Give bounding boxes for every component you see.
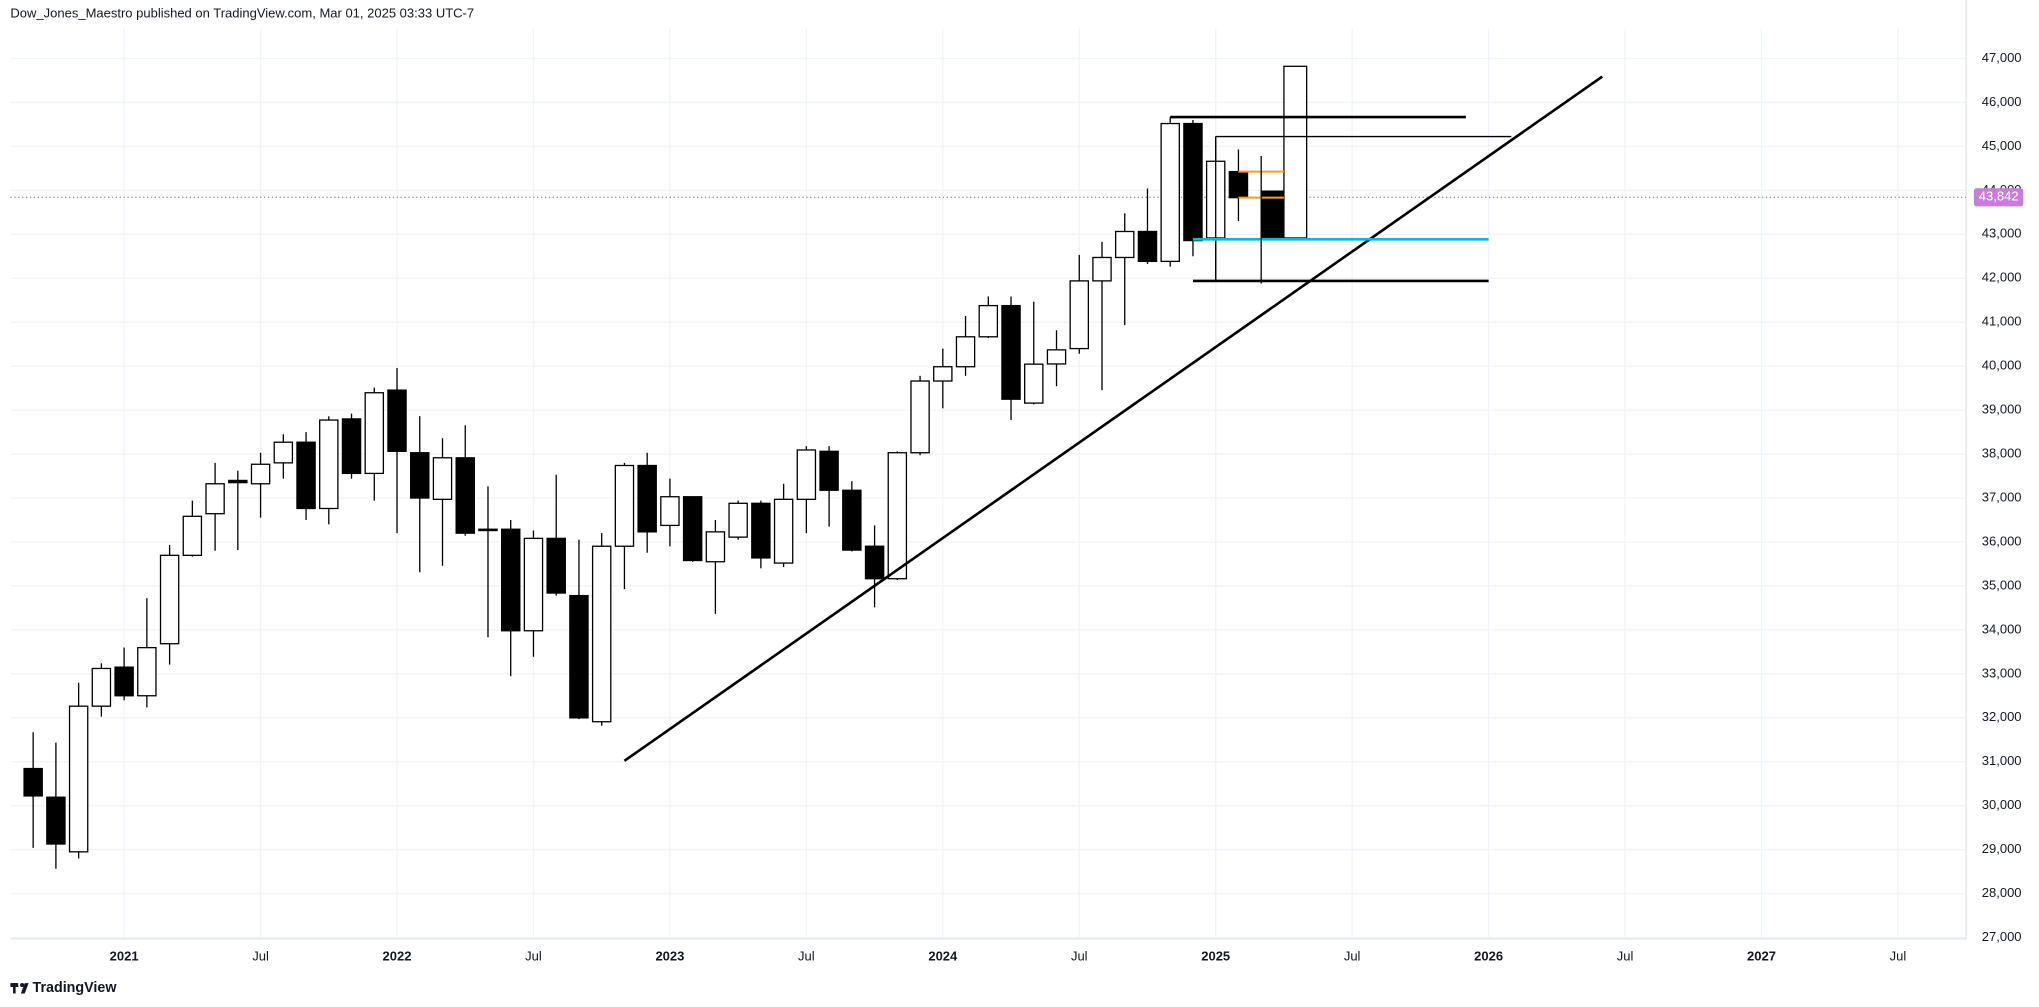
candle-body xyxy=(68,705,89,853)
candle-body xyxy=(410,452,430,499)
y-tick-label: 32,000 xyxy=(1982,709,2022,724)
candle-body xyxy=(159,554,180,645)
candle-body xyxy=(296,441,316,510)
y-tick-label: 40,000 xyxy=(1982,358,2022,373)
candle-body xyxy=(1046,349,1067,365)
x-tick-label: 2027 xyxy=(1747,949,1776,964)
candle-body xyxy=(728,502,748,538)
candle-body xyxy=(591,545,612,723)
drawing-rect xyxy=(1283,65,1308,239)
candle-body xyxy=(569,594,589,719)
x-tick-label: Jul xyxy=(1344,949,1361,964)
y-tick-label: 46,000 xyxy=(1982,94,2022,109)
y-tick-label: 27,000 xyxy=(1982,929,2022,944)
candle-body xyxy=(137,646,157,697)
candle-body xyxy=(1001,304,1021,400)
candle-body xyxy=(319,419,339,510)
y-tick-label: 30,000 xyxy=(1982,797,2022,812)
y-tick-label: 35,000 xyxy=(1982,577,2022,592)
candle-body xyxy=(23,767,43,797)
y-tick-label: 38,000 xyxy=(1982,446,2022,461)
candle-body xyxy=(682,496,703,562)
y-tick-label: 28,000 xyxy=(1982,885,2022,900)
candle-body xyxy=(978,304,999,338)
candle-body xyxy=(614,464,635,547)
y-tick-label: 37,000 xyxy=(1982,489,2022,504)
candle-body xyxy=(250,463,271,485)
candle-body xyxy=(955,336,976,368)
candle-body xyxy=(796,449,817,500)
y-tick-label: 33,000 xyxy=(1982,665,2022,680)
x-tick-label: Jul xyxy=(798,949,815,964)
x-tick-label: 2025 xyxy=(1201,949,1230,964)
candle-body xyxy=(1183,122,1203,242)
publish-info: Dow_Jones_Maestro published on TradingVi… xyxy=(10,6,474,21)
candle-body xyxy=(91,667,112,707)
candle-body xyxy=(546,537,566,594)
candle-body xyxy=(1137,230,1158,263)
y-tick-label: 34,000 xyxy=(1982,621,2022,636)
tv-logo-text: TradingView xyxy=(33,980,118,996)
x-tick-label: Jul xyxy=(252,949,269,964)
candle-body xyxy=(751,502,771,559)
candle-body xyxy=(1024,363,1044,404)
candle-body xyxy=(205,483,225,515)
x-tick-label: Jul xyxy=(1617,949,1634,964)
candle-body xyxy=(364,392,385,475)
candle-body xyxy=(455,457,475,534)
last-price-label: 43,842 xyxy=(1979,189,2019,204)
y-tick-label: 42,000 xyxy=(1982,270,2022,285)
candle-body xyxy=(523,537,544,632)
y-tick-label: 43,000 xyxy=(1982,226,2022,241)
candle-body xyxy=(1160,122,1180,263)
candle-body xyxy=(887,452,908,580)
x-tick-label: 2026 xyxy=(1474,949,1503,964)
candle-body xyxy=(705,531,726,563)
y-tick-label: 45,000 xyxy=(1982,138,2022,153)
candle-body xyxy=(842,489,862,551)
candle-body xyxy=(341,418,362,475)
x-tick-label: 2023 xyxy=(655,949,684,964)
candle-body xyxy=(273,441,294,464)
y-tick-label: 29,000 xyxy=(1982,841,2022,856)
candle-body xyxy=(46,796,66,845)
candle-body xyxy=(182,515,203,556)
candle-body xyxy=(500,528,521,632)
candle-body xyxy=(1114,230,1135,259)
candle-body xyxy=(228,479,248,484)
plot xyxy=(10,65,1967,869)
y-tick-label: 47,000 xyxy=(1982,50,2022,65)
tv-logo-icon xyxy=(10,982,29,994)
candle-body xyxy=(478,528,498,532)
x-tick-label: 2024 xyxy=(928,949,958,964)
x-tick-label: 2022 xyxy=(383,949,412,964)
x-tick-label: 2021 xyxy=(110,949,139,964)
candle-body xyxy=(773,498,794,564)
x-tick-label: Jul xyxy=(1071,949,1088,964)
candle-body xyxy=(864,545,885,580)
candle-body xyxy=(1228,170,1249,199)
candle-body xyxy=(1092,256,1112,282)
candle-body xyxy=(819,450,839,491)
last-price-badge xyxy=(1973,188,2024,207)
x-tick-label: Jul xyxy=(525,949,542,964)
candle-body xyxy=(910,380,930,454)
y-tick-label: 31,000 xyxy=(1982,753,2022,768)
y-tick-label: 36,000 xyxy=(1982,533,2022,548)
candle-body xyxy=(387,389,407,452)
candle-body xyxy=(933,366,953,382)
x-tick-label: Jul xyxy=(1890,949,1907,964)
drawing-line xyxy=(623,75,1604,762)
candle-body xyxy=(637,464,657,533)
candle-body xyxy=(660,496,680,527)
y-tick-label: 41,000 xyxy=(1982,314,2022,329)
candle-body xyxy=(1069,280,1090,350)
candle-body xyxy=(114,666,134,697)
candle-body xyxy=(432,457,453,500)
y-tick-label: 39,000 xyxy=(1982,402,2022,417)
